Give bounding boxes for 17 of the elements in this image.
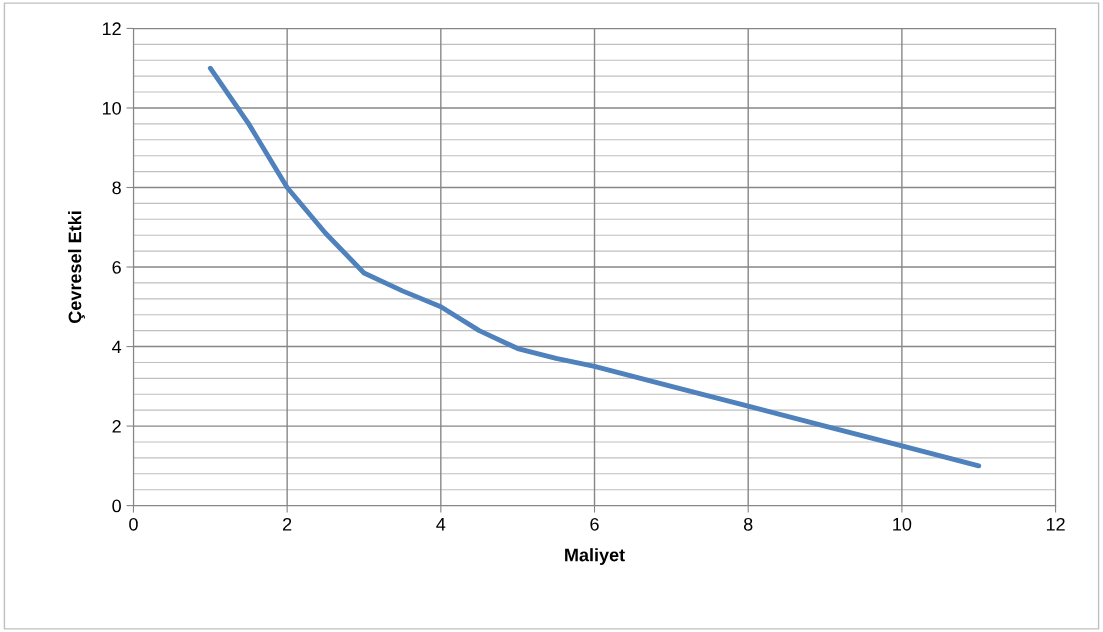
x-axis-title: Maliyet: [565, 548, 625, 565]
y-tick-label: 8: [112, 181, 121, 195]
y-tick-label: 2: [112, 420, 121, 433]
x-tick-label: 2: [283, 517, 292, 531]
x-tick-label: 6: [590, 517, 599, 531]
x-tick-label: 10: [893, 517, 912, 531]
y-tick-label: 6: [112, 260, 121, 274]
y-tick-label: 0: [112, 499, 121, 513]
y-tick-label: 4: [112, 340, 122, 354]
y-axis-title: Çevresel Etki: [68, 211, 85, 323]
y-tick-label: 10: [102, 101, 121, 115]
x-tick-label: 12: [1046, 517, 1065, 531]
line-series: [207, 65, 982, 469]
x-tick-label: 8: [743, 517, 753, 531]
x-tick-label: 4: [436, 518, 446, 531]
y-tick-label: 12: [102, 22, 121, 35]
x-tick-label: 0: [129, 517, 138, 531]
